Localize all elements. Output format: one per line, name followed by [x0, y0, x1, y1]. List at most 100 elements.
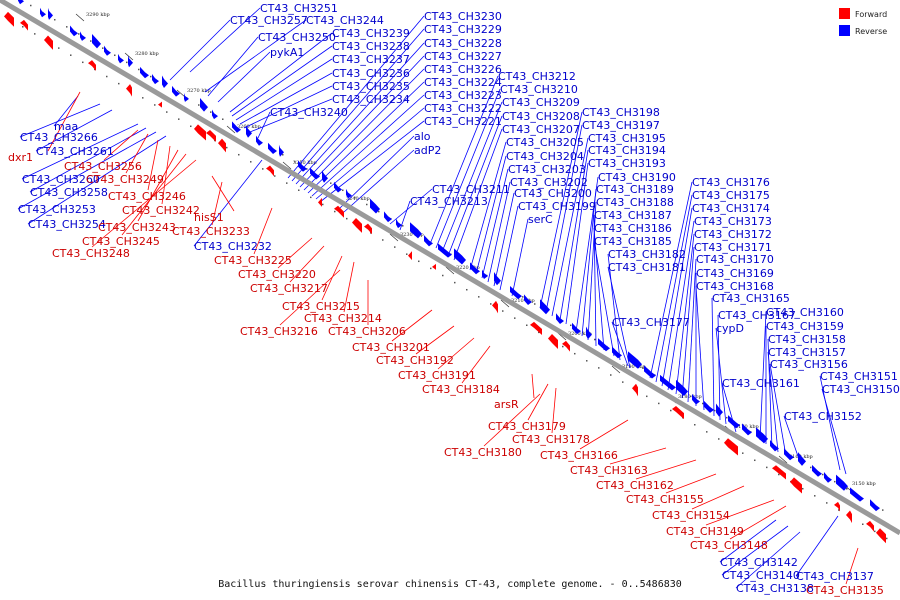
leader-line — [453, 128, 503, 261]
reverse-gene-arrow — [628, 351, 642, 369]
leader-line — [661, 207, 693, 387]
gene-label-ct43-ch3222: CT43_CH3222 — [424, 102, 502, 115]
leader-line — [461, 345, 491, 384]
scale-dot — [814, 495, 816, 497]
reverse-gene-arrow — [184, 92, 189, 102]
gene-label-ct43-ch3161: CT43_CH3161 — [722, 377, 800, 390]
leader-line — [343, 261, 355, 313]
leader-line — [559, 149, 589, 321]
reverse-gene-arrow — [92, 33, 101, 49]
scale-dot — [210, 111, 212, 113]
reverse-gene-arrow — [836, 474, 848, 491]
reverse-gene-arrow — [798, 452, 806, 466]
leader-line — [103, 129, 139, 161]
gene-label-ct43-ch3206: CT43_CH3206 — [328, 325, 406, 338]
leader-line — [279, 269, 341, 326]
forward-gene-arrow — [126, 84, 132, 97]
leader-line — [475, 155, 507, 275]
forward-gene-arrow — [632, 383, 638, 397]
reverse-gene-arrow — [470, 262, 480, 275]
scale-dot — [594, 338, 596, 341]
leader-line — [675, 233, 695, 395]
forward-gene-arrow — [334, 205, 344, 218]
leader-line — [545, 124, 583, 313]
gene-label-ct43-ch3142: CT43_CH3142 — [720, 556, 798, 569]
gene-label-ct43-ch3185: CT43_CH3185 — [594, 235, 672, 248]
gene-label-ct43-ch3202: CT43_CH3202 — [510, 176, 588, 189]
tick-mark — [389, 233, 399, 242]
gene-label-pyka1: pykA1 — [270, 46, 304, 59]
scale-dot — [82, 61, 84, 64]
gene-label-ct43-ch3256: CT43_CH3256 — [64, 160, 142, 173]
leader-line — [581, 188, 597, 337]
gene-label-ct43-ch3205: CT43_CH3205 — [506, 136, 584, 149]
leader-line — [193, 159, 263, 247]
gene-label-cypd: cypD — [716, 322, 744, 335]
scale-dot — [670, 409, 672, 412]
reverse-gene-arrow — [70, 25, 78, 37]
legend-forward-swatch — [839, 8, 850, 19]
leader-line — [551, 387, 557, 434]
reverse-gene-arrow — [660, 374, 676, 391]
leader-line — [189, 7, 261, 73]
leader-line — [715, 327, 727, 425]
scale-dot — [330, 182, 332, 184]
scale-dot — [54, 18, 56, 21]
leader-line — [307, 81, 425, 194]
scale-dot — [586, 360, 588, 362]
gene-label-ct43-ch3176: CT43_CH3176 — [692, 176, 770, 189]
scale-dot — [342, 189, 344, 192]
leader-line — [229, 32, 333, 113]
scale-dot — [78, 33, 80, 35]
reverse-gene-arrow — [334, 181, 342, 193]
gene-label-ct43-ch3186: CT43_CH3186 — [594, 222, 672, 235]
forward-gene-arrow — [492, 300, 498, 314]
gene-label-ct43-ch3236: CT43_CH3236 — [332, 67, 410, 80]
forward-gene-arrow — [834, 501, 840, 512]
gene-label-ct43-ch3149: CT43_CH3149 — [666, 525, 744, 538]
gene-label-ct43-ch3173: CT43_CH3173 — [694, 215, 772, 228]
scale-dot — [622, 381, 624, 383]
gene-label-ct43-ch3157: CT43_CH3157 — [768, 346, 846, 359]
leader-line — [339, 135, 415, 209]
leader-line — [299, 55, 425, 188]
forward-gene-arrow — [530, 321, 542, 335]
scale-dot — [418, 260, 420, 263]
forward-gene-arrow — [790, 477, 802, 494]
leader-line — [311, 94, 425, 197]
tick-label: 3280 kbp — [135, 51, 159, 57]
scale-dot — [526, 324, 528, 327]
scale-dot — [406, 253, 408, 255]
gene-label-ct43-ch3253: CT43_CH3253 — [18, 203, 96, 216]
leader-line — [137, 149, 179, 222]
gene-label-ct43-ch3159: CT43_CH3159 — [766, 320, 844, 333]
gene-label-ct43-ch3228: CT43_CH3228 — [424, 37, 502, 50]
gene-label-ct43-ch3251: CT43_CH3251 — [260, 2, 338, 15]
genome-backbone — [0, 0, 900, 536]
leader-line — [291, 28, 425, 182]
gene-arrows — [4, 0, 886, 544]
reverse-gene-arrow — [742, 423, 752, 436]
reverse-gene-arrow — [644, 365, 656, 379]
leader-line — [481, 168, 509, 279]
scale-dot — [726, 416, 728, 419]
scale-dot — [294, 161, 296, 163]
tick-label: 3200 kbp — [568, 331, 592, 337]
leader-line — [389, 188, 433, 225]
scale-dot — [610, 374, 612, 376]
forward-gene-arrow — [562, 340, 570, 352]
tick-label: 3150 kbp — [852, 481, 876, 487]
scale-dot — [838, 509, 840, 511]
scale-dot — [90, 40, 92, 42]
reverse-gene-arrow — [128, 55, 133, 68]
leader-line — [391, 309, 433, 342]
forward-gene-arrow — [548, 334, 558, 349]
scale-dot — [718, 438, 720, 440]
gene-label-ct43-ch3242: CT43_CH3242 — [122, 204, 200, 217]
gene-label-ct43-ch3184: CT43_CH3184 — [422, 383, 500, 396]
tick-mark — [75, 13, 85, 22]
leader-line — [607, 253, 621, 361]
gene-label-ct43-ch3174: CT43_CH3174 — [692, 202, 770, 215]
gene-label-ct43-ch3154: CT43_CH3154 — [652, 509, 730, 522]
